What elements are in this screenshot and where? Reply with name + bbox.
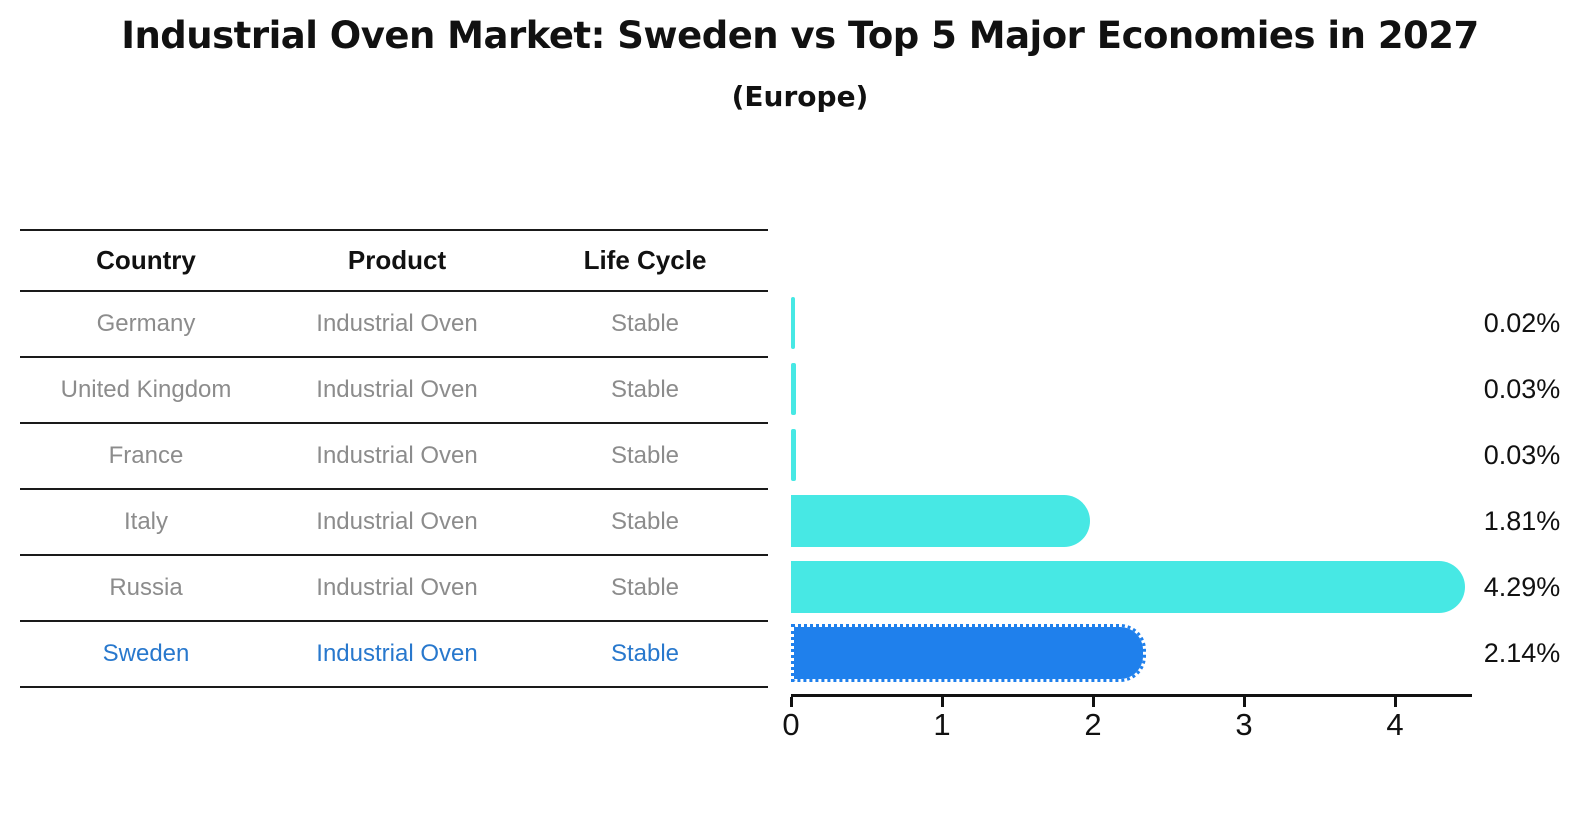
header-country: Country	[96, 245, 196, 275]
bar-value-label: 0.03%	[1483, 439, 1561, 470]
header-product: Product	[347, 245, 447, 275]
cell-life-cycle: Stable	[610, 574, 680, 601]
bar-value-label: 0.02%	[1483, 307, 1561, 338]
table-row: Sweden Industrial Oven Stable	[20, 622, 768, 688]
header-life-cycle: Life Cycle	[583, 245, 707, 275]
bar-italy	[791, 495, 1091, 547]
x-axis-tick	[941, 697, 944, 707]
x-axis-tick-label: 4	[1386, 707, 1404, 742]
cell-product: Industrial Oven	[316, 376, 478, 403]
table-row: United Kingdom Industrial Oven Stable	[20, 358, 768, 424]
cell-product: Industrial Oven	[316, 310, 478, 337]
country-table: Country Product Life Cycle Germany Indust…	[20, 229, 768, 688]
x-axis-tick-label: 1	[933, 707, 951, 742]
table-row: Germany Industrial Oven Stable	[20, 292, 768, 358]
cell-country: Sweden	[102, 640, 190, 667]
cell-country: Russia	[109, 574, 183, 601]
cell-country: France	[108, 442, 184, 469]
table-header-row: Country Product Life Cycle	[20, 229, 768, 292]
x-axis-line	[791, 694, 1472, 697]
bar-france	[791, 429, 796, 481]
bar-value-label: 4.29%	[1483, 571, 1561, 602]
cell-product: Industrial Oven	[316, 508, 478, 535]
bar-value-label: 2.14%	[1483, 637, 1561, 668]
cell-life-cycle: Stable	[610, 310, 680, 337]
cell-life-cycle: Stable	[610, 376, 680, 403]
cell-country: Germany	[96, 310, 196, 337]
x-axis-tick	[1394, 697, 1397, 707]
x-axis-tick	[1092, 697, 1095, 707]
table-row: France Industrial Oven Stable	[20, 424, 768, 490]
bar-sweden	[791, 624, 1147, 682]
table-row: Italy Industrial Oven Stable	[20, 490, 768, 556]
x-axis-tick	[1243, 697, 1246, 707]
chart-title: Industrial Oven Market: Sweden vs Top 5 …	[121, 14, 1479, 57]
chart-subtitle: (Europe)	[731, 80, 869, 113]
bar-russia	[791, 561, 1465, 613]
x-axis-tick-label: 3	[1235, 707, 1253, 742]
cell-life-cycle: Stable	[610, 442, 680, 469]
x-axis-tick-label: 0	[782, 707, 800, 742]
bar-germany	[791, 297, 795, 349]
table-body: Germany Industrial Oven Stable United Kingd…	[20, 292, 768, 688]
bar-value-label: 1.81%	[1483, 505, 1561, 536]
x-axis-tick-label: 2	[1084, 707, 1102, 742]
x-axis-tick	[790, 697, 793, 707]
cell-product: Industrial Oven	[316, 442, 478, 469]
table-row: Russia Industrial Oven Stable	[20, 556, 768, 622]
cell-country: Italy	[123, 508, 168, 535]
cell-life-cycle: Stable	[610, 640, 680, 667]
cell-life-cycle: Stable	[610, 508, 680, 535]
cell-product: Industrial Oven	[316, 574, 478, 601]
cell-product: Industrial Oven	[316, 640, 478, 667]
cell-country: United Kingdom	[60, 376, 232, 403]
bar-value-label: 0.03%	[1483, 373, 1561, 404]
bar-united-kingdom	[791, 363, 796, 415]
